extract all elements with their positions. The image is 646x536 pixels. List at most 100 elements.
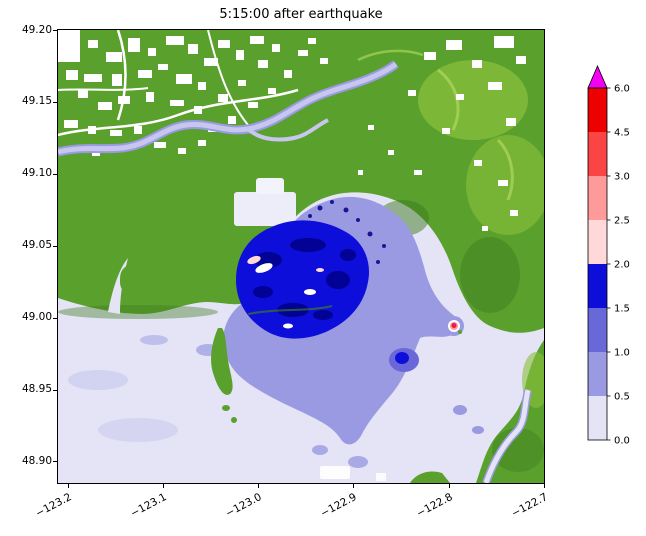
y-tick-label: 48.95	[21, 383, 52, 396]
x-tick-label: −123.0	[223, 491, 264, 520]
secondary-flood-patches	[472, 426, 484, 434]
colorbar-tick-label: 6.0	[614, 84, 630, 95]
urban-area-patches	[488, 82, 502, 90]
urban-area-patches	[258, 60, 268, 68]
urban-area-patches	[236, 50, 244, 60]
urban-area-patches	[188, 44, 198, 54]
flood-navy-mottling	[313, 310, 333, 320]
secondary-flood-patches	[68, 370, 128, 390]
river-channel	[58, 60, 399, 157]
flood-light-spots	[304, 289, 316, 295]
urban-area-patches	[424, 52, 436, 60]
urban-area-patches	[414, 170, 422, 175]
flood-depth-map	[58, 30, 544, 483]
x-tick-label: −122.9	[319, 491, 360, 520]
y-tick-mark	[53, 245, 57, 247]
urban-area-patches	[516, 56, 526, 64]
urban-area-patches	[358, 170, 363, 175]
secondary-flood-patches	[348, 456, 368, 468]
south-peninsula	[211, 328, 233, 395]
southeast-channel	[482, 389, 532, 483]
pale-lowland-block-2	[256, 178, 284, 194]
flood-navy-mottling	[382, 244, 386, 248]
colorbar-segment	[588, 308, 607, 352]
y-tick-mark	[53, 173, 57, 175]
x-tick-mark	[353, 484, 355, 488]
southeast-channel	[483, 389, 531, 483]
y-tick-label: 48.90	[21, 454, 52, 467]
flood-light-spots	[316, 268, 324, 272]
x-tick-mark	[162, 484, 164, 488]
west-island	[153, 286, 166, 306]
colorbar-segment	[588, 264, 607, 308]
urban-area-patches	[228, 116, 236, 124]
flood-navy-mottling	[253, 200, 386, 320]
urban-area-patches	[494, 36, 514, 48]
y-tick-label: 49.00	[21, 311, 52, 324]
terrain-shading	[357, 49, 424, 62]
west-island	[120, 260, 166, 306]
colorbar-segment	[588, 352, 607, 396]
urban-area-patches	[442, 128, 450, 134]
urban-area-patches	[498, 180, 508, 186]
river-channel	[246, 118, 329, 142]
urban-area-patches	[446, 40, 462, 50]
colorbar-tick-label: 0.5	[614, 392, 630, 403]
urban-area-patches	[138, 70, 152, 78]
map-plot-area	[57, 29, 545, 484]
x-tick-label: −123.1	[128, 491, 169, 520]
x-tick-mark	[258, 484, 260, 488]
x-tick-label: −123.2	[33, 491, 74, 520]
urban-area-patches	[58, 30, 526, 231]
urban-area-patches	[482, 226, 488, 231]
colorbar-segment	[588, 132, 607, 176]
urban-area-patches	[78, 90, 88, 98]
south-peninsula	[222, 405, 230, 411]
urban-area-patches	[472, 60, 482, 68]
y-tick-mark	[53, 389, 57, 391]
urban-area-patches	[134, 126, 142, 134]
urban-area-patches	[112, 74, 122, 86]
west-island	[120, 260, 160, 293]
plot-title: 5:15:00 after earthquake	[219, 7, 383, 22]
colorbar-segment	[588, 176, 607, 220]
flood-light-spots	[283, 323, 293, 329]
urban-area-patches	[320, 58, 328, 64]
urban-area-patches	[268, 88, 276, 94]
flood-light-spots	[247, 255, 261, 265]
extreme-depth-spot	[453, 323, 456, 327]
colorbar-tick-label: 3.0	[614, 172, 630, 183]
urban-area-patches	[308, 38, 316, 44]
urban-area-patches	[198, 140, 206, 146]
extreme-depth-spot	[458, 330, 462, 334]
urban-area-patches	[166, 36, 184, 45]
colorbar: 0.0 0.5 1.0 1.5 2.0 2.5 3.0 4.5 6.0	[587, 64, 630, 447]
secondary-flood-patches	[140, 335, 168, 345]
y-tick-mark	[53, 461, 57, 463]
urban-area-patches	[84, 74, 102, 82]
y-tick-label: 49.05	[21, 239, 52, 252]
terrain-shading	[460, 237, 520, 313]
urban-area-patches	[148, 48, 156, 56]
urban-area-patches	[474, 160, 482, 166]
y-tick-label: 49.20	[21, 23, 52, 36]
urban-area-patches	[88, 40, 98, 48]
urban-area-patches	[250, 36, 264, 44]
extreme-depth-spot	[444, 316, 464, 336]
urban-area-patches	[158, 64, 168, 70]
flood-navy-mottling	[317, 205, 323, 211]
urban-area-patches	[176, 74, 192, 84]
urban-area-patches	[248, 102, 258, 108]
urban-area-patches	[510, 210, 518, 216]
urban-area-patches	[58, 30, 80, 62]
colorbar-tick-label: 1.0	[614, 348, 630, 359]
road-lines	[207, 30, 249, 126]
bottom-edge-details	[376, 473, 386, 481]
south-peninsula	[211, 328, 237, 423]
secondary-flood-patches	[98, 418, 178, 442]
y-tick-mark	[53, 317, 57, 319]
y-tick-label: 49.15	[21, 95, 52, 108]
urban-area-patches	[218, 94, 228, 102]
colorbar-tick-label: 1.5	[614, 304, 630, 315]
